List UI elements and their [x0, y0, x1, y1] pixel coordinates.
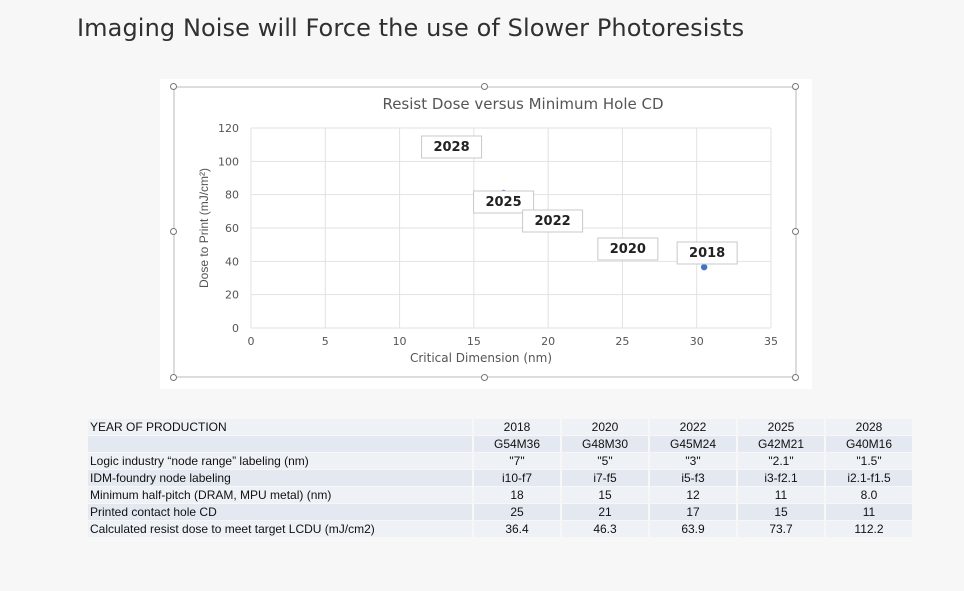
table-cell: G48M30 [562, 436, 648, 452]
row-label: IDM-foundry node labeling [88, 470, 472, 486]
row-label: Printed contact hole CD [88, 504, 472, 520]
table-cell: "2.1" [738, 453, 824, 469]
chart-title: Resist Dose versus Minimum Hole CD [382, 95, 663, 113]
resize-handle-bottom-right[interactable] [792, 374, 799, 381]
table-cell: 11 [738, 487, 824, 503]
table-cell: G45M24 [650, 436, 736, 452]
resize-handle-top-right[interactable] [792, 83, 799, 90]
data-label-2022: 2022 [535, 214, 571, 229]
table-cell: G42M21 [738, 436, 824, 452]
table-cell: 8.0 [826, 487, 912, 503]
table-cell: i5-f3 [650, 470, 736, 486]
table-cell: 36.4 [474, 521, 560, 537]
y-tick-label: 80 [225, 189, 239, 202]
row-label: Calculated resist dose to meet target LC… [88, 521, 472, 537]
resize-handle-middle-left[interactable] [170, 228, 177, 235]
table-row: Printed contact hole CD 25 21 17 15 11 [88, 504, 912, 520]
x-tick-label: 25 [615, 335, 629, 348]
resize-handle-bottom-left[interactable] [170, 374, 177, 381]
table-cell: 2028 [826, 419, 912, 435]
data-label-box-2025 [473, 190, 535, 214]
x-tick-label: 15 [467, 335, 481, 348]
slide-title: Imaging Noise will Force the use of Slow… [77, 14, 745, 42]
table-cell: "1.5" [826, 453, 912, 469]
table-cell: 2022 [650, 419, 736, 435]
x-tick-label: 30 [690, 335, 704, 348]
table-row: G54M36 G48M30 G45M24 G42M21 G40M16 [88, 436, 912, 452]
x-tick-label: 10 [393, 335, 407, 348]
table-row: Logic industry “node range” labeling (nm… [88, 453, 912, 469]
data-label-2020: 2020 [610, 242, 646, 257]
y-tick-label: 40 [225, 255, 239, 268]
table-cell: 46.3 [562, 521, 648, 537]
table-cell: "5" [562, 453, 648, 469]
data-label-box-2020 [597, 237, 659, 261]
resize-handle-top-left[interactable] [170, 83, 177, 90]
table-cell: 17 [650, 504, 736, 520]
data-label-2028: 2028 [433, 140, 469, 155]
data-label-box-2022 [522, 209, 584, 233]
x-axis-label: Critical Dimension (nm) [410, 351, 552, 365]
table-cell: 11 [826, 504, 912, 520]
table-cell: 21 [562, 504, 648, 520]
y-axis-label: Dose to Print (mJ/cm²) [197, 168, 211, 288]
table-cell: 73.7 [738, 521, 824, 537]
data-point-2018 [700, 263, 708, 271]
x-tick-label: 5 [322, 335, 329, 348]
row-label: YEAR OF PRODUCTION [88, 419, 472, 435]
y-tick-label: 60 [225, 222, 239, 235]
table-cell: "3" [650, 453, 736, 469]
table-cell: 2018 [474, 419, 560, 435]
roadmap-table: YEAR OF PRODUCTION 2018 2020 2022 2025 2028 G5… [86, 418, 914, 538]
y-tick-label: 20 [225, 289, 239, 302]
data-label-box-2028 [421, 135, 483, 159]
table-cell: 112.2 [826, 521, 912, 537]
chart-object[interactable]: Resist Dose versus Minimum Hole CD 0 20 40 6… [160, 79, 812, 389]
table-cell: i2.1-f1.5 [826, 470, 912, 486]
table-cell: 15 [562, 487, 648, 503]
table-row: Minimum half-pitch (DRAM, MPU metal) (nm… [88, 487, 912, 503]
data-label-2025: 2025 [485, 195, 521, 210]
table-cell: 18 [474, 487, 560, 503]
resize-handle-top-center[interactable] [481, 83, 488, 90]
table-cell: 63.9 [650, 521, 736, 537]
table-cell: 25 [474, 504, 560, 520]
chart-svg: Resist Dose versus Minimum Hole CD 0 20 40 6… [173, 86, 797, 378]
table-row: YEAR OF PRODUCTION 2018 2020 2022 2025 2028 [88, 419, 912, 435]
table-cell: "7" [474, 453, 560, 469]
table-cell: i7-f5 [562, 470, 648, 486]
table-cell: 15 [738, 504, 824, 520]
resize-handle-middle-right[interactable] [792, 228, 799, 235]
y-tick-label: 120 [218, 122, 239, 135]
data-label-box-2018 [676, 241, 738, 265]
table-cell: 12 [650, 487, 736, 503]
row-label [88, 436, 472, 452]
resize-handle-bottom-center[interactable] [481, 374, 488, 381]
table-row: IDM-foundry node labeling i10-f7 i7-f5 i5-f… [88, 470, 912, 486]
x-tick-label: 20 [541, 335, 555, 348]
table-cell: G54M36 [474, 436, 560, 452]
table-cell: 2020 [562, 419, 648, 435]
table-cell: i10-f7 [474, 470, 560, 486]
row-label: Logic industry “node range” labeling (nm… [88, 453, 472, 469]
table-cell: G40M16 [826, 436, 912, 452]
table-cell: 2025 [738, 419, 824, 435]
chart-border [173, 86, 797, 378]
table-cell: i3-f2.1 [738, 470, 824, 486]
x-tick-label: 0 [248, 335, 255, 348]
row-label: Minimum half-pitch (DRAM, MPU metal) (nm… [88, 487, 472, 503]
y-tick-label: 0 [232, 322, 239, 335]
table-row: Calculated resist dose to meet target LC… [88, 521, 912, 537]
data-label-2018: 2018 [689, 246, 725, 261]
x-tick-label: 35 [764, 335, 778, 348]
y-tick-label: 100 [218, 155, 239, 168]
